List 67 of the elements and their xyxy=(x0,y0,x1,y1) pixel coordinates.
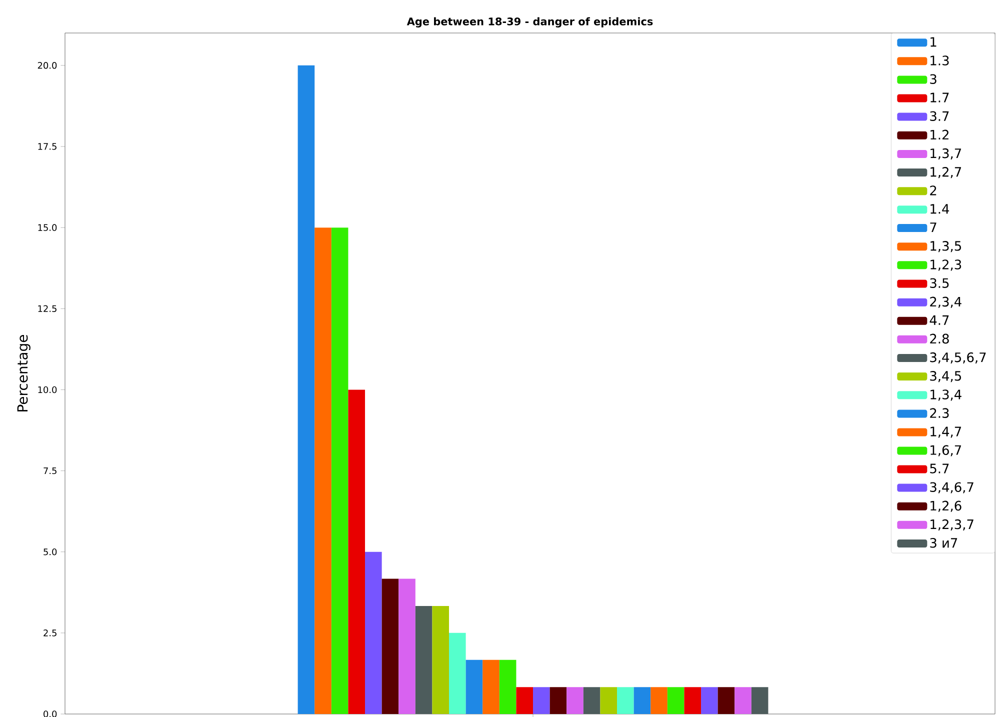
bar xyxy=(348,390,366,714)
y-tick-label: 5.0 xyxy=(44,548,57,556)
bar xyxy=(415,606,432,714)
bar xyxy=(466,660,483,714)
bar xyxy=(432,606,450,714)
y-tick-label: 10.0 xyxy=(38,386,57,394)
legend-label: 4.7 xyxy=(930,315,949,325)
legend-label: 1.3 xyxy=(930,56,949,66)
legend-label: 3 xyxy=(930,74,936,84)
bar xyxy=(550,687,567,714)
legend-label: 2,3,4 xyxy=(930,296,962,308)
legend-label: 1,4,7 xyxy=(930,426,962,438)
bar xyxy=(298,65,315,714)
legend-label: 1.7 xyxy=(930,92,949,102)
bar xyxy=(533,687,550,714)
legend-label: 1,2,7 xyxy=(930,166,962,178)
bar xyxy=(600,687,618,714)
legend-label: 3.7 xyxy=(930,111,949,122)
bar xyxy=(617,687,634,714)
chart-title: Age between 18-39 - danger of epidemics xyxy=(406,17,653,28)
y-tick-label: 20.0 xyxy=(38,62,57,69)
legend-label: 1 xyxy=(930,37,936,47)
legend-label: 1,2,6 xyxy=(930,500,962,512)
legend-label: 1,3,4 xyxy=(930,390,962,401)
bar xyxy=(382,578,399,714)
y-tick-label: 7.5 xyxy=(44,467,56,474)
bar xyxy=(449,632,466,714)
legend-label: 2.8 xyxy=(930,334,949,344)
legend-label: 2 xyxy=(930,186,936,196)
bar xyxy=(667,687,684,714)
bar xyxy=(499,660,516,714)
bar xyxy=(751,687,768,714)
legend-label: 1,3,7 xyxy=(930,148,962,160)
y-tick-label: 17.5 xyxy=(38,143,56,150)
y-tick-label: 2.5 xyxy=(44,630,56,636)
legend-label: 1,2,3,7 xyxy=(930,519,974,530)
y-tick-label: 12.5 xyxy=(38,305,56,312)
y-tick-label: 0.0 xyxy=(44,710,57,717)
bar xyxy=(516,687,534,714)
legend-label: 1,6,7 xyxy=(930,445,962,456)
legend-label: 1.4 xyxy=(930,204,950,214)
legend-label: 3,4,5 xyxy=(930,370,961,382)
legend-label: 3,4,5,6,7 xyxy=(930,352,986,364)
bar xyxy=(684,687,702,714)
bar xyxy=(398,578,416,714)
bar xyxy=(365,552,382,714)
bar xyxy=(634,687,651,714)
bar xyxy=(583,687,600,714)
bar xyxy=(331,228,348,714)
legend-label: 3.5 xyxy=(930,278,949,288)
legend-label: 7 xyxy=(930,222,936,232)
legend-label: 3 и7 xyxy=(930,538,958,548)
bar xyxy=(314,228,332,714)
bar xyxy=(701,687,718,714)
bar xyxy=(718,687,735,714)
bar xyxy=(650,687,668,714)
bar xyxy=(734,687,752,714)
y-tick-label: 15.0 xyxy=(38,224,57,231)
legend-label: 1,3,5 xyxy=(930,241,961,252)
legend-label: 1,2,3 xyxy=(930,260,962,271)
y-axis-title: Percentage xyxy=(17,334,30,412)
legend-label: 3,4,6,7 xyxy=(930,482,974,494)
bar xyxy=(482,660,500,714)
legend-label: 2.3 xyxy=(930,408,949,418)
legend-label: 5.7 xyxy=(930,464,949,474)
bar xyxy=(566,687,584,714)
legend-label: 1.2 xyxy=(930,130,948,140)
